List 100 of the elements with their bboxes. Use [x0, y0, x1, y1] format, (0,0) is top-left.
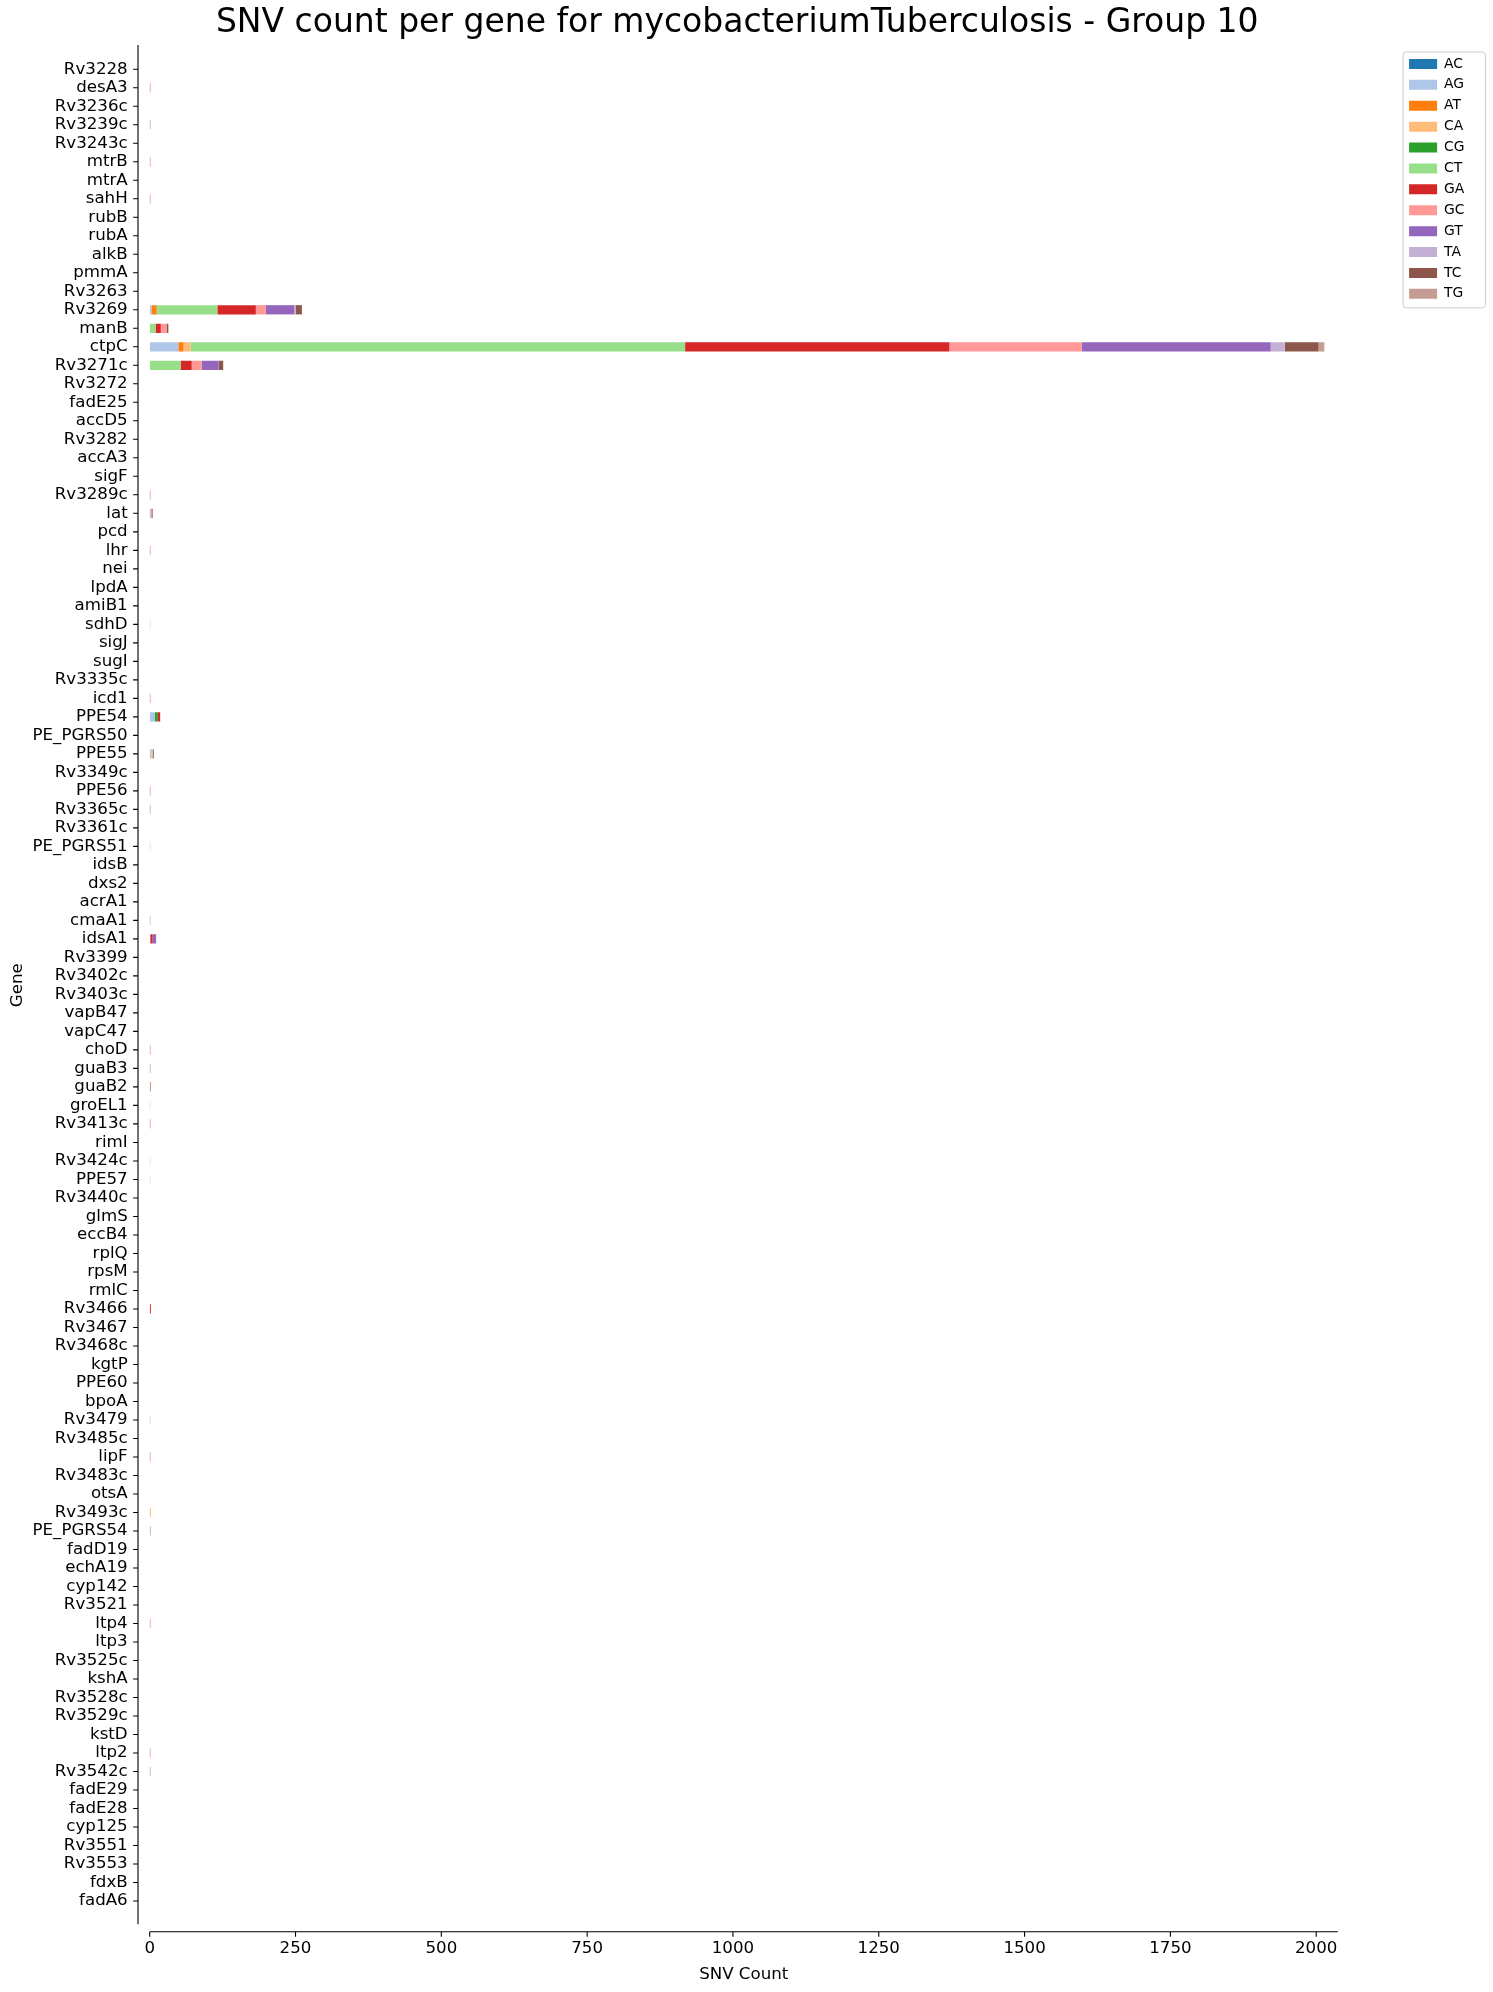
y-tick-label: glmS: [85, 1205, 128, 1225]
y-tick-label: Rv3467: [63, 1316, 128, 1336]
bar: [255, 305, 266, 315]
legend-label: GT: [1444, 221, 1464, 238]
y-tick-label: Rv3289c: [54, 484, 128, 504]
y-tick-label: cyp125: [66, 1816, 128, 1836]
y-tick-label: cmaA1: [70, 909, 128, 929]
bar: [183, 342, 191, 352]
y-tick-label: acrA1: [79, 891, 128, 911]
y-tick-label: Rv3272: [63, 373, 128, 393]
y-tick-label: Rv3542c: [54, 1760, 128, 1780]
x-tick-label: 1250: [857, 1938, 900, 1958]
y-tick-label: Rv3521: [63, 1594, 128, 1614]
bar: [160, 323, 167, 333]
bar: [295, 305, 302, 315]
y-tick-label: Rv3529c: [54, 1705, 128, 1725]
y-tick-label: manB: [79, 317, 128, 337]
bar: [155, 323, 161, 333]
x-tick-label: 0: [144, 1938, 155, 1958]
y-tick-label: Rv3263: [63, 280, 128, 300]
y-tick-label: Rv3239c: [54, 114, 128, 134]
y-tick-label: Rv3402c: [54, 965, 128, 985]
y-tick-label: guaB2: [74, 1076, 128, 1096]
x-tick-label: 1750: [1149, 1938, 1192, 1958]
y-tick-label: PE_PGRS50: [32, 724, 128, 745]
y-tick-label: Rv3269: [63, 299, 128, 319]
y-tick-label: lat: [106, 502, 129, 522]
y-tick-label: vapC47: [64, 1020, 128, 1040]
bar: [1270, 342, 1285, 352]
y-tick-label: fadD19: [67, 1538, 128, 1558]
bar: [180, 360, 192, 370]
y-tick-label: mtrB: [86, 151, 128, 171]
y-tick-label: Rv3440c: [54, 1187, 128, 1207]
y-tick-label: lhr: [105, 539, 128, 559]
y-tick-label: idsA1: [81, 928, 128, 948]
bar: [1284, 342, 1319, 352]
y-tick-label: PPE56: [75, 780, 128, 800]
y-tick-label: Rv3236c: [54, 95, 128, 115]
y-tick-label: Rv3271c: [54, 354, 128, 374]
y-tick-label: amiB1: [74, 595, 128, 615]
x-tick-label: 500: [425, 1938, 458, 1958]
y-tick-label: guaB3: [74, 1057, 128, 1077]
x-tick-label: 750: [571, 1938, 604, 1958]
y-tick-label: fadE28: [69, 1797, 128, 1817]
legend-label: GA: [1444, 179, 1465, 196]
y-tick-label: fadE25: [69, 391, 128, 411]
y-tick-label: eccB4: [77, 1224, 128, 1244]
y-tick-label: otsA: [90, 1483, 129, 1503]
y-tick-label: Rv3553: [63, 1853, 128, 1873]
y-tick-label: lpdA: [90, 576, 129, 596]
y-tick-label: Rv3228: [63, 58, 128, 78]
y-tick-label: Rv3243c: [54, 132, 128, 152]
y-tick-label: kshA: [87, 1668, 129, 1688]
y-tick-label: alkB: [91, 243, 128, 263]
legend-label: AG: [1444, 75, 1465, 92]
legend-label: CA: [1444, 117, 1464, 134]
legend-label: TG: [1443, 284, 1464, 301]
y-tick-label: sigJ: [98, 632, 128, 652]
bar: [156, 305, 218, 315]
y-tick-label: Rv3399: [63, 946, 128, 966]
y-tick-label: Rv3424c: [54, 1150, 128, 1170]
y-tick-label: Rv3282: [63, 428, 128, 448]
y-tick-label: fadA6: [79, 1890, 128, 1910]
y-tick-label: lipF: [98, 1446, 128, 1466]
y-tick-label: sdhD: [85, 613, 128, 633]
y-tick-label: Rv3466: [63, 1298, 128, 1318]
bar: [685, 342, 950, 352]
y-tick-label: accA3: [77, 447, 128, 467]
y-tick-label: rubB: [88, 206, 128, 226]
y-tick-label: kgtP: [90, 1353, 128, 1373]
y-tick-label: Rv3361c: [54, 817, 128, 837]
y-tick-label: sugI: [92, 650, 128, 670]
y-tick-label: sigF: [94, 465, 128, 485]
y-tick-label: PE_PGRS51: [32, 835, 128, 856]
y-tick-label: PE_PGRS54: [32, 1520, 128, 1541]
x-tick-label: 2000: [1295, 1938, 1338, 1958]
y-tick-label: Rv3468c: [54, 1335, 128, 1355]
bar: [1081, 342, 1271, 352]
y-tick-label: kstD: [90, 1723, 128, 1743]
y-tick-label: Rv3493c: [54, 1501, 128, 1521]
y-tick-label: ltp3: [95, 1631, 128, 1651]
bar: [178, 342, 184, 352]
y-tick-label: Rv3479: [63, 1409, 128, 1429]
y-tick-label: Rv3403c: [54, 983, 128, 1003]
y-tick-label: Rv3485c: [54, 1427, 128, 1447]
y-tick-label: choD: [84, 1039, 128, 1059]
x-tick-label: 1000: [711, 1938, 755, 1958]
legend-label: CG: [1444, 138, 1465, 155]
y-tick-label: pcd: [97, 521, 128, 541]
x-axis-title: SNV Count: [699, 1964, 789, 1984]
y-tick-label: ctpC: [89, 336, 128, 356]
y-tick-label: rplQ: [92, 1242, 128, 1262]
y-tick-label: rmlC: [88, 1279, 128, 1299]
y-tick-label: fdxB: [89, 1871, 128, 1891]
y-tick-label: pmmA: [73, 262, 129, 282]
y-axis-title: Gene: [7, 963, 27, 1008]
y-tick-label: PPE54: [75, 706, 128, 726]
y-tick-label: nei: [102, 558, 128, 578]
y-tick-label: bpoA: [84, 1390, 129, 1410]
y-tick-label: Rv3483c: [54, 1464, 128, 1484]
